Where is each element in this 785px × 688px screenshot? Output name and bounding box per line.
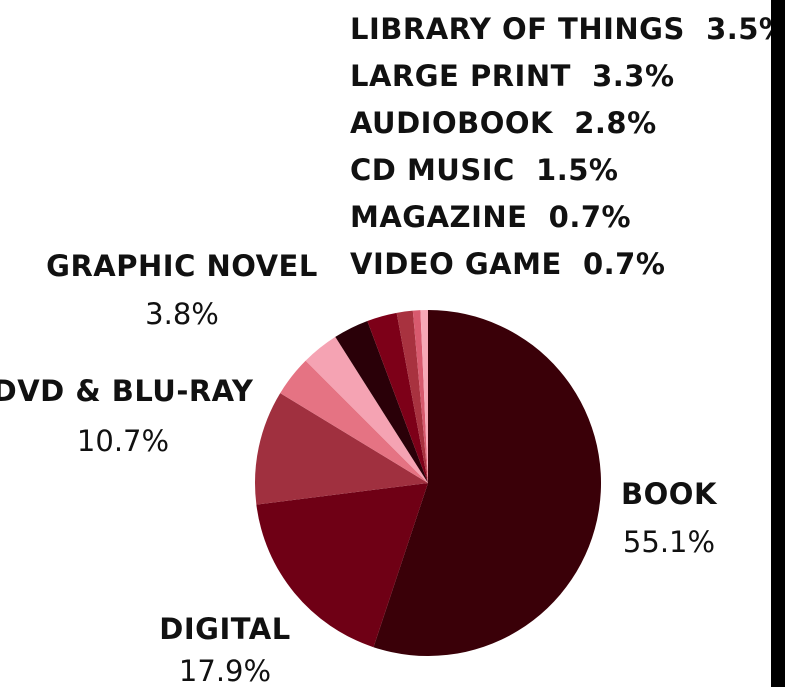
- value-book: 55.1%: [622, 525, 716, 559]
- label-dvd-blu-ray: DVD & BLU-RAY: [0, 374, 254, 408]
- value-cd-music: 1.5%: [536, 153, 619, 187]
- pie-slice-graphic-novel: [280, 360, 428, 483]
- value-large-print: 3.3%: [592, 59, 675, 93]
- pie-slice-magazine: [412, 310, 428, 483]
- value-video-game: 0.7%: [582, 247, 666, 281]
- label-magazine: MAGAZINE 0.7%: [350, 200, 632, 234]
- label-audiobook: AUDIOBOOK 2.8%: [350, 106, 657, 140]
- label-book: BOOK: [621, 477, 717, 511]
- value-audiobook: 2.8%: [574, 106, 657, 140]
- right-edge-bar: [771, 0, 785, 687]
- pie-slice-digital: [256, 483, 428, 648]
- label-large-print: LARGE PRINT 3.3%: [350, 59, 675, 93]
- label-video-game: VIDEO GAME 0.7%: [350, 247, 666, 281]
- label-graphic-novel: GRAPHIC NOVEL: [46, 249, 318, 283]
- pie-slice-book: [373, 310, 602, 656]
- label-digital: DIGITAL: [159, 612, 291, 646]
- value-digital: 17.9%: [178, 654, 272, 688]
- pie-slice-audiobook: [367, 312, 428, 483]
- pie-slice-dvd-blu-ray: [254, 393, 428, 505]
- value-magazine: 0.7%: [548, 200, 632, 234]
- value-dvd-blu-ray: 10.7%: [76, 424, 170, 458]
- pie-slice-cd-music: [396, 310, 428, 483]
- label-cd-music: CD MUSIC 1.5%: [350, 153, 619, 187]
- label-library-of-things: LIBRARY OF THINGS 3.5%: [350, 15, 785, 44]
- value-graphic-novel: 3.8%: [145, 297, 219, 331]
- pie-slice-library-of-things: [305, 336, 428, 483]
- pie-slice-video-game: [420, 310, 428, 483]
- pie-slice-large-print: [335, 320, 428, 483]
